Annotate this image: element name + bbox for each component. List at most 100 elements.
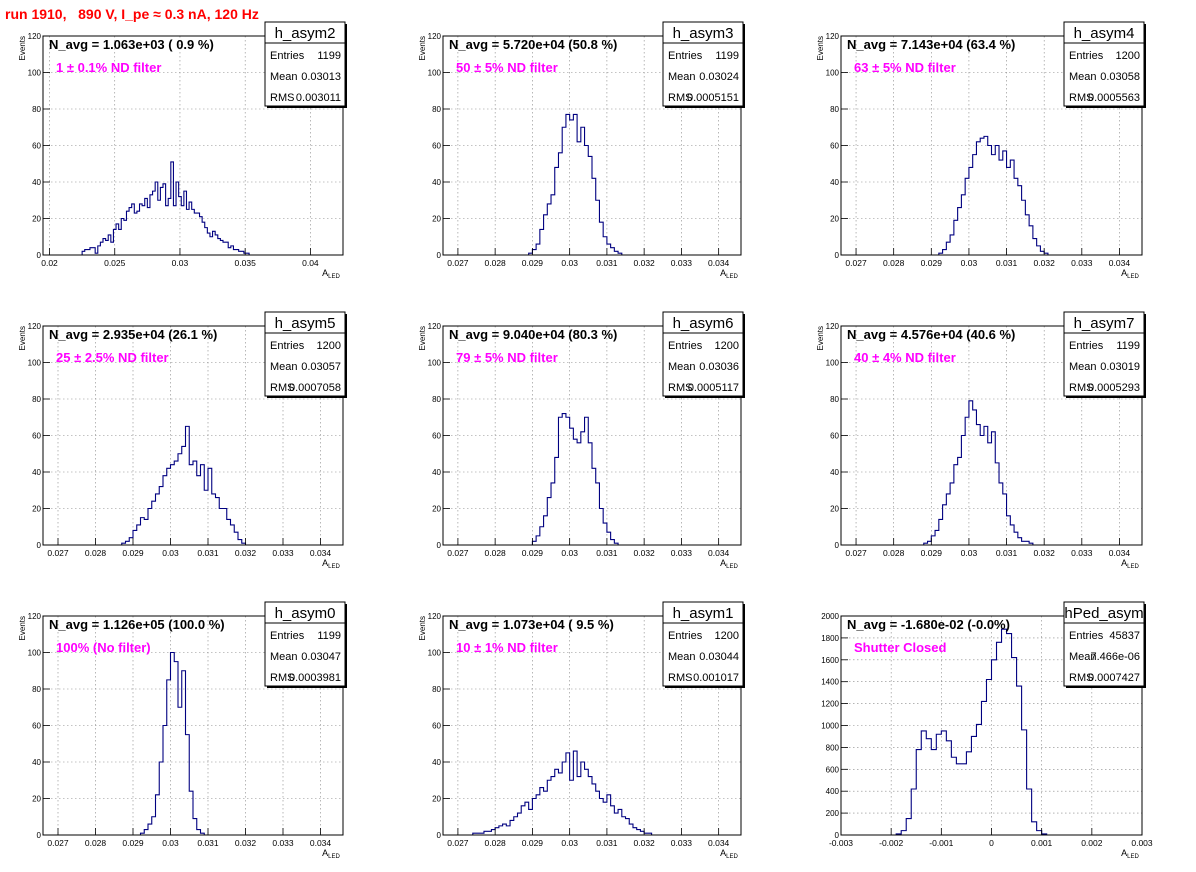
x-tick-label: 0.027 xyxy=(447,548,469,558)
x-tick-label: 0.029 xyxy=(122,838,144,848)
stats-box: h_asym1 Entries 1200 Mean 0.03044 RMS 0.001017 xyxy=(662,601,745,688)
y-tick-label: 20 xyxy=(830,215,839,224)
stats-value-mean: 0.03044 xyxy=(699,651,739,663)
stats-box: h_asym0 Entries 1199 Mean 0.03047 RMS0.000398… xyxy=(264,601,347,688)
y-tick-label: 40 xyxy=(830,178,839,187)
y-tick-label: 60 xyxy=(432,142,441,151)
histogram-panel-h_asym3: 0.027 0.028 0.029 0.03 0.031 0.032 0.033 0.034 0… xyxy=(418,21,745,280)
y-axis-label: Events xyxy=(418,326,427,350)
stats-label-rms: RMS xyxy=(668,672,692,684)
y-tick-label: 600 xyxy=(826,765,840,774)
x-tick-label: -0.003 xyxy=(829,838,853,848)
stats-box: h_asym4 Entries 1200 Mean 0.03058 RMS0.000556… xyxy=(1063,21,1146,108)
x-axis-label: ALED xyxy=(322,558,340,570)
y-tick-label: 200 xyxy=(826,809,840,818)
y-tick-label: 800 xyxy=(826,743,840,752)
y-tick-label: 0 xyxy=(37,831,42,840)
y-tick-label: 100 xyxy=(428,649,442,658)
stats-title: h_asym0 xyxy=(275,605,336,622)
stats-label-entries: Entries xyxy=(1069,340,1104,352)
stats-title: hPed_asym xyxy=(1064,605,1143,622)
x-tick-label: 0.034 xyxy=(310,548,332,558)
x-tick-label: 0.03 xyxy=(172,258,189,268)
stats-title: h_asym3 xyxy=(673,25,734,42)
x-tick-label: 0.029 xyxy=(522,258,544,268)
y-tick-label: 100 xyxy=(826,359,840,368)
y-tick-label: 0 xyxy=(835,251,840,260)
x-tick-label: 0.028 xyxy=(85,838,107,848)
y-tick-label: 60 xyxy=(830,432,839,441)
y-tick-label: 40 xyxy=(432,468,441,477)
y-axis-label: Events xyxy=(418,616,427,640)
x-tick-label: 0.032 xyxy=(235,838,257,848)
stats-label-mean: Mean xyxy=(1069,651,1097,663)
x-tick-label: 0.001 xyxy=(1031,838,1053,848)
stats-label-entries: Entries xyxy=(270,50,305,62)
y-tick-label: 60 xyxy=(432,432,441,441)
stats-value-rms: 0.003011 xyxy=(296,92,341,104)
stats-value-entries: 1199 xyxy=(317,630,341,642)
x-tick-label: 0.031 xyxy=(197,838,219,848)
stats-label-entries: Entries xyxy=(1069,50,1104,62)
filter-annotation: 40 ± 4% ND filter xyxy=(854,350,956,365)
y-tick-label: 1800 xyxy=(821,634,839,643)
y-axis-label: Events xyxy=(18,36,27,60)
stats-value-rms: 0.0005151 xyxy=(687,92,739,104)
x-tick-label: -0.002 xyxy=(879,838,903,848)
stats-title: h_asym6 xyxy=(673,315,734,332)
y-tick-label: 2000 xyxy=(821,612,839,621)
y-tick-label: 60 xyxy=(432,722,441,731)
x-tick-label: 0.03 xyxy=(961,548,978,558)
x-tick-label: 0.031 xyxy=(596,548,618,558)
y-tick-label: 120 xyxy=(28,612,42,621)
y-tick-label: 100 xyxy=(428,359,442,368)
x-tick-label: 0.035 xyxy=(235,258,257,268)
y-tick-label: 40 xyxy=(830,468,839,477)
y-tick-label: 80 xyxy=(32,395,41,404)
x-tick-label: 0.025 xyxy=(104,258,126,268)
y-tick-label: 120 xyxy=(428,32,442,41)
x-tick-label: 0.027 xyxy=(845,548,867,558)
x-axis-label: ALED xyxy=(720,268,738,280)
y-tick-label: 0 xyxy=(835,831,840,840)
x-axis-label: ALED xyxy=(720,848,738,860)
x-tick-label: 0.033 xyxy=(272,548,294,558)
x-tick-label: 0 xyxy=(989,838,994,848)
x-axis-label: ALED xyxy=(1121,558,1139,570)
stats-label-rms: RMS xyxy=(270,672,294,684)
x-tick-label: 0.03 xyxy=(561,548,578,558)
y-tick-label: 100 xyxy=(826,69,840,78)
stats-title: h_asym5 xyxy=(275,315,336,332)
y-tick-label: 100 xyxy=(28,359,42,368)
y-tick-label: 20 xyxy=(432,795,441,804)
histogram-series xyxy=(938,135,1049,255)
stats-value-mean: 0.03058 xyxy=(1100,71,1140,83)
y-tick-label: 60 xyxy=(32,722,41,731)
stats-label-rms: RMS xyxy=(1069,382,1093,394)
x-tick-label: 0.027 xyxy=(47,838,69,848)
y-tick-label: 80 xyxy=(32,105,41,114)
histogram-series xyxy=(895,628,1048,835)
x-tick-label: 0.032 xyxy=(235,548,257,558)
navg-label: N_avg = 9.040e+04 (80.3 %) xyxy=(449,327,617,342)
x-tick-label: 0.027 xyxy=(447,258,469,268)
stats-label-rms: RMS xyxy=(668,382,692,394)
y-axis-label: Events xyxy=(18,616,27,640)
page-title: run 1910, 890 V, I_pe ≈ 0.3 nA, 120 Hz xyxy=(5,6,259,22)
stats-label-mean: Mean xyxy=(270,71,298,83)
x-tick-label: 0.003 xyxy=(1131,838,1153,848)
stats-label-rms: RMS xyxy=(270,382,294,394)
y-tick-label: 40 xyxy=(32,758,41,767)
stats-label-entries: Entries xyxy=(270,340,305,352)
histogram-series xyxy=(528,113,623,255)
stats-label-mean: Mean xyxy=(1069,361,1097,373)
y-tick-label: 60 xyxy=(830,142,839,151)
stats-title: h_asym4 xyxy=(1074,25,1135,42)
y-tick-label: 80 xyxy=(830,105,839,114)
histogram-series xyxy=(81,161,250,255)
stats-label-entries: Entries xyxy=(668,340,703,352)
stats-label-entries: Entries xyxy=(668,50,703,62)
x-axis-label: ALED xyxy=(720,558,738,570)
stats-label-entries: Entries xyxy=(270,630,305,642)
x-tick-label: 0.03 xyxy=(961,258,978,268)
